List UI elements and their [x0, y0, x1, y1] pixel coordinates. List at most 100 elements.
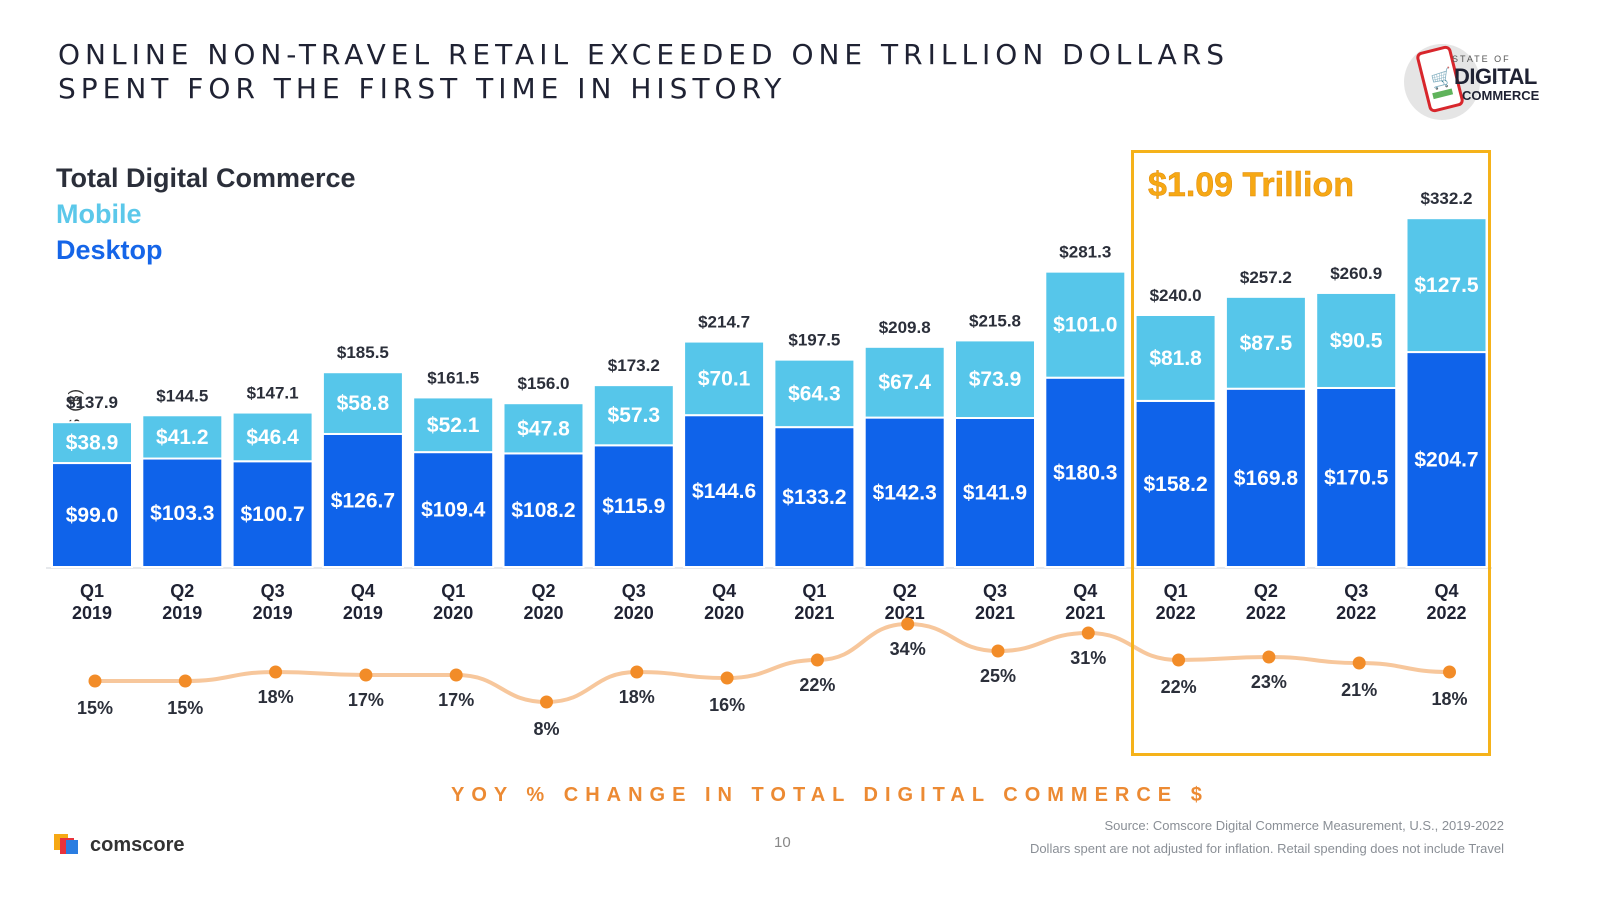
quarter-tick-label: Q3: [983, 581, 1007, 601]
total-value-label: $260.9: [1330, 264, 1382, 283]
quarter-tick-label: Q4: [712, 581, 736, 601]
desktop-value-label: $141.9: [963, 482, 1027, 505]
quarter-tick-label: Q2: [893, 581, 917, 601]
yoy-point-label: 18%: [258, 687, 294, 707]
mobile-value-label: $90.5: [1330, 329, 1383, 352]
mobile-bar: [502, 402, 585, 455]
mobile-bar: [773, 358, 856, 429]
desktop-bar: [592, 444, 675, 568]
legend-total: Total Digital Commerce: [56, 163, 356, 193]
mobile-bar: [51, 421, 133, 465]
desktop-value-label: $115.9: [602, 495, 665, 518]
comscore-logo-icon: [54, 834, 78, 856]
yoy-point: [269, 665, 283, 679]
total-value-label: $161.5: [427, 368, 479, 387]
yoy-chart-title: YOY % CHANGE IN TOTAL DIGITAL COMMERCE $: [451, 784, 1209, 806]
mobile-value-label: $58.8: [337, 392, 390, 415]
desktop-value-label: $100.7: [240, 503, 304, 526]
year-tick-label: 2019: [343, 603, 383, 623]
inflation-note: Dollars spent are not adjusted for infla…: [1029, 841, 1504, 856]
desktop-bar: [1224, 387, 1307, 568]
total-value-label: $215.8: [969, 311, 1021, 330]
desktop-bar: [863, 416, 946, 568]
desktop-value-label: $170.5: [1324, 466, 1389, 489]
total-value-label: $209.8: [879, 318, 931, 337]
mobile-value-label: $101.0: [1053, 314, 1117, 337]
yoy-point-label: 22%: [1161, 677, 1197, 697]
yoy-point: [449, 668, 463, 682]
desktop-value-label: $103.3: [150, 502, 214, 525]
quarter-tick-label: Q2: [1254, 581, 1278, 601]
yoy-point: [1262, 650, 1276, 664]
desktop-bar: [412, 451, 495, 569]
yoy-point-label: 17%: [438, 690, 474, 710]
yoy-point: [1443, 665, 1456, 679]
yoy-change-line: [94, 621, 1450, 705]
desktop-value-label: $108.2: [511, 499, 575, 522]
desktop-value-label: $126.7: [331, 489, 395, 512]
mobile-bar: [683, 340, 766, 417]
year-tick-label: 2019: [253, 603, 293, 623]
2022-highlight-box: [1131, 150, 1491, 756]
desktop-value-label: $109.4: [421, 499, 486, 522]
yoy-point: [991, 644, 1005, 658]
yoy-point: [1352, 656, 1366, 670]
quarter-tick-label: Q3: [261, 581, 285, 601]
mobile-value-label: $73.9: [969, 368, 1022, 391]
total-value-label: $214.7: [698, 313, 750, 332]
year-tick-label: 2020: [523, 603, 563, 623]
logo-commerce: COMMERCE: [1462, 88, 1540, 103]
mobile-value-label: $64.3: [788, 382, 841, 405]
mobile-value-label: $67.4: [878, 371, 931, 394]
mobile-bar: [141, 414, 224, 460]
mobile-bar: [1224, 295, 1307, 390]
yoy-point-label: 21%: [1341, 680, 1377, 700]
total-value-label: $281.3: [1059, 243, 1111, 262]
yoy-point-label: 31%: [1070, 648, 1106, 668]
quarter-tick-label: Q1: [441, 581, 465, 601]
yoy-point: [810, 653, 824, 667]
total-value-label: $257.2: [1240, 268, 1292, 287]
yoy-point: [359, 668, 373, 682]
quarter-tick-label: Q1: [1164, 581, 1188, 601]
yoy-point: [901, 617, 915, 631]
mobile-value-label: $46.4: [246, 426, 299, 449]
quarter-tick-label: Q2: [531, 581, 555, 601]
yoy-point-label: 18%: [1431, 689, 1467, 709]
quarter-tick-label: Q4: [1434, 581, 1458, 601]
yoy-point: [178, 674, 192, 688]
legend-desktop: Desktop: [56, 235, 163, 265]
yoy-point: [1172, 653, 1186, 667]
logo-digital: DIGITAL: [1454, 64, 1537, 89]
total-value-label: $137.9: [66, 393, 118, 412]
yoy-point: [630, 665, 644, 679]
total-value-label: $332.2: [1421, 189, 1473, 208]
desktop-value-label: $99.0: [66, 504, 119, 527]
yoy-point-label: 15%: [77, 698, 113, 718]
mobile-value-label: $57.3: [608, 404, 661, 427]
mobile-bar: [321, 371, 404, 435]
yoy-point-label: 22%: [799, 675, 835, 695]
mobile-bar: [592, 384, 675, 447]
mobile-bar: [412, 396, 495, 454]
total-value-label: $185.5: [337, 343, 389, 362]
total-value-label: $240.0: [1150, 286, 1202, 305]
yoy-point-label: 23%: [1251, 672, 1287, 692]
yoy-point-label: 15%: [167, 698, 203, 718]
year-tick-label: 2019: [72, 603, 112, 623]
desktop-bar: [1315, 386, 1398, 568]
quarter-tick-label: Q3: [1344, 581, 1368, 601]
yoy-point-label: 18%: [619, 687, 655, 707]
desktop-bar: [773, 426, 856, 569]
mobile-bar: [1405, 217, 1488, 354]
page-number: 10: [774, 834, 791, 851]
yoy-point-label: 8%: [533, 719, 559, 739]
mobile-bar: [954, 339, 1036, 420]
desktop-value-label: $133.2: [782, 486, 846, 509]
legend: Total Digital Commerce Mobile Desktop: [56, 160, 356, 268]
mobile-bar: [1044, 270, 1127, 379]
desktop-value-label: $158.2: [1143, 473, 1207, 496]
year-tick-label: 2020: [433, 603, 473, 623]
yoy-point-label: 34%: [890, 639, 926, 659]
